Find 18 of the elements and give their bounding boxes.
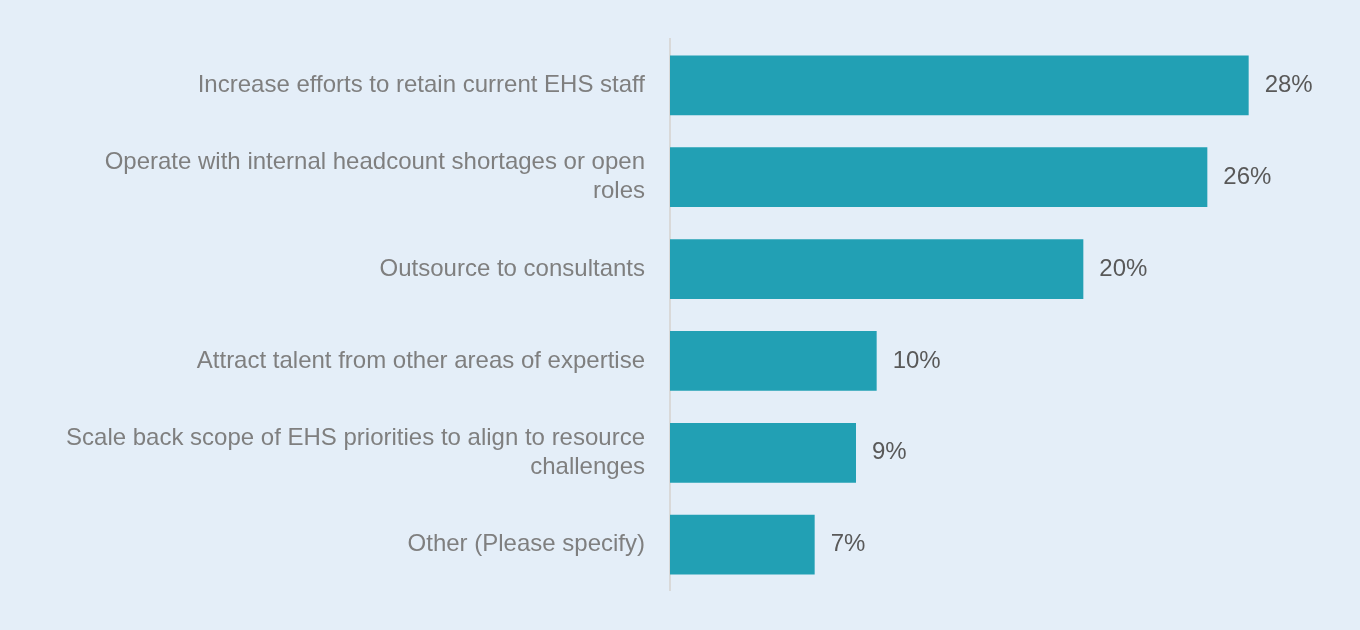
data-label: 20%	[1099, 253, 1148, 281]
y-tick-label: Outsource to consultants	[379, 253, 645, 281]
y-tick-label: Increase efforts to retain current EHS staff	[197, 69, 646, 97]
bar	[670, 422, 856, 483]
bar	[670, 147, 1208, 208]
bar	[670, 55, 1249, 116]
data-label: 10%	[892, 345, 941, 373]
data-label: 28%	[1264, 69, 1313, 97]
data-label: 9%	[872, 437, 907, 465]
bar	[670, 514, 815, 575]
y-tick-label: Operate with internal headcount shortages or open roles	[104, 147, 645, 204]
y-tick-label: Other (Please specify)	[407, 529, 645, 557]
y-tick-label: Scale back scope of EHS priorities to align to resource challenges	[66, 423, 645, 479]
data-label: 26%	[1223, 161, 1272, 189]
y-tick-label: Attract talent from other areas of expertise	[196, 345, 645, 373]
data-label: 7%	[830, 529, 866, 557]
bar	[670, 331, 877, 391]
bar	[670, 239, 1084, 299]
